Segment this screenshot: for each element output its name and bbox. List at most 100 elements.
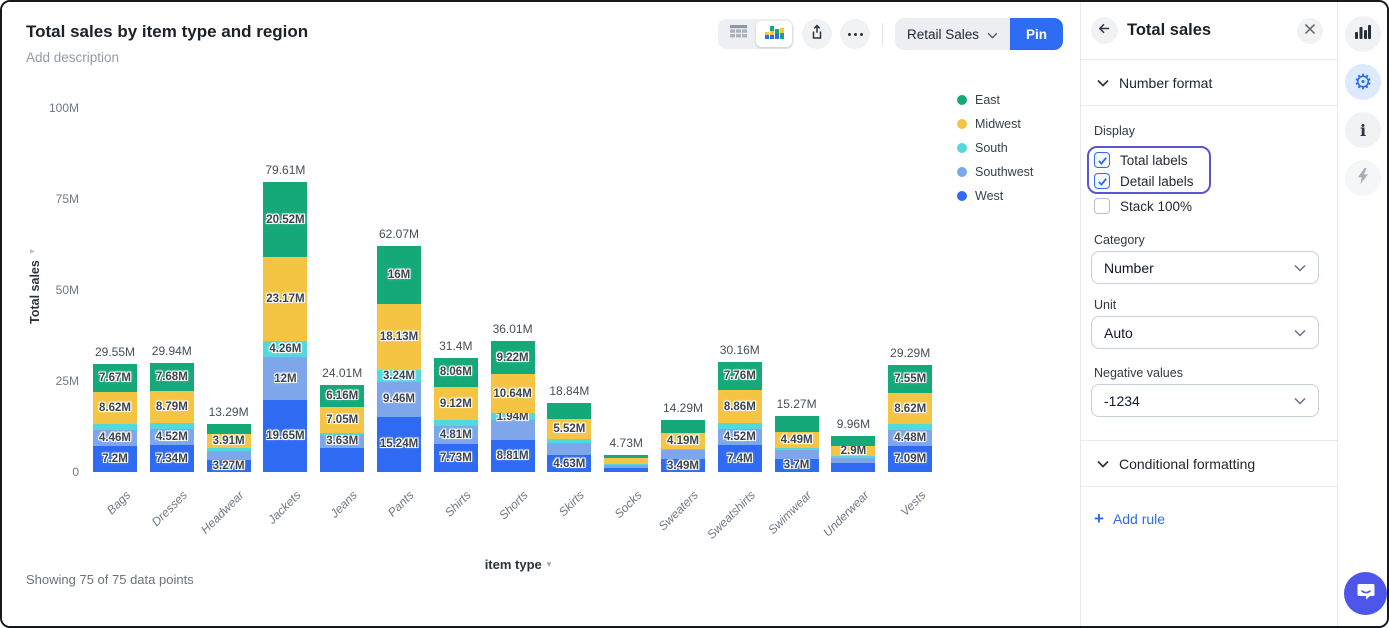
add-description-link[interactable]: Add description: [26, 50, 120, 65]
bar-segment-southwest[interactable]: [490, 420, 535, 440]
bar-segment-west[interactable]: [717, 445, 762, 472]
bar-segment-midwest[interactable]: [149, 390, 194, 423]
bar-segment-south[interactable]: [831, 456, 876, 458]
bar-segment-south[interactable]: [490, 413, 535, 421]
bar-segment-east[interactable]: [377, 246, 421, 305]
bar-segment-west[interactable]: [661, 459, 705, 472]
bar-segment-southwest[interactable]: [149, 428, 194, 446]
bar-segment-south[interactable]: [604, 463, 649, 465]
bar-segment-midwest[interactable]: [263, 256, 308, 342]
bar-segment-east[interactable]: [661, 419, 705, 434]
bar-segment-midwest[interactable]: [490, 374, 535, 414]
bar-segment-west[interactable]: [490, 439, 535, 472]
bar-segment-south[interactable]: [774, 448, 819, 450]
chat-launcher-button[interactable]: [1344, 572, 1387, 615]
total-labels-checkbox[interactable]: [1094, 152, 1110, 168]
bar-segment-south[interactable]: [93, 423, 137, 430]
chart-settings-tab[interactable]: [1345, 16, 1381, 52]
bar-segment-midwest[interactable]: [888, 392, 933, 425]
bar-segment-east[interactable]: [717, 362, 762, 391]
close-button[interactable]: [1297, 18, 1323, 44]
bar-segment-east[interactable]: [149, 363, 194, 391]
bar-segment-south[interactable]: [717, 422, 762, 429]
number-format-section-header[interactable]: Number format: [1081, 60, 1337, 106]
legend-item-west[interactable]: West: [957, 184, 1033, 208]
bar-segment-east[interactable]: [490, 340, 535, 375]
bar-segment-midwest[interactable]: [661, 433, 705, 449]
bar-segment-south[interactable]: [263, 341, 308, 357]
bar-segment-west[interactable]: [149, 445, 194, 472]
bar-segment-southwest[interactable]: [547, 443, 592, 456]
legend-item-southwest[interactable]: Southwest: [957, 160, 1033, 184]
legend-item-east[interactable]: East: [957, 88, 1033, 112]
bar-segment-west[interactable]: [263, 400, 308, 472]
bar-segment-southwest[interactable]: [888, 429, 933, 447]
bar-segment-southwest[interactable]: [774, 449, 819, 459]
bar-segment-southwest[interactable]: [717, 428, 762, 446]
bar-segment-west[interactable]: [831, 463, 876, 472]
total-labels-checkbox-row[interactable]: Total labels: [1094, 152, 1188, 168]
bar-segment-southwest[interactable]: [206, 450, 251, 461]
bar-segment-east[interactable]: [547, 403, 592, 420]
bar-segment-southwest[interactable]: [831, 457, 876, 464]
info-tab[interactable]: i: [1345, 112, 1381, 148]
category-select[interactable]: Number: [1091, 251, 1319, 284]
bar-segment-west[interactable]: [93, 445, 137, 472]
detail-labels-checkbox[interactable]: [1094, 173, 1110, 189]
bar-segment-east[interactable]: [206, 423, 251, 435]
bar-segment-south[interactable]: [547, 439, 592, 444]
bar-segment-east[interactable]: [774, 416, 819, 432]
legend-item-south[interactable]: South: [957, 136, 1033, 160]
dataset-selector[interactable]: Retail Sales: [895, 18, 1011, 50]
bar-segment-east[interactable]: [320, 384, 365, 408]
bar-segment-south[interactable]: [888, 424, 933, 430]
pin-button[interactable]: Pin: [1010, 18, 1064, 50]
bar-segment-west[interactable]: [547, 455, 592, 472]
bar-segment-south[interactable]: [206, 448, 251, 451]
bar-segment-west[interactable]: [433, 443, 478, 472]
bar-segment-west[interactable]: [774, 458, 819, 472]
table-view-button[interactable]: [720, 21, 756, 47]
bar-segment-midwest[interactable]: [377, 304, 421, 371]
bar-segment-south[interactable]: [433, 420, 478, 427]
bar-segment-south[interactable]: [377, 370, 421, 383]
more-button[interactable]: [840, 19, 870, 49]
bar-segment-midwest[interactable]: [604, 458, 649, 464]
detail-labels-checkbox-row[interactable]: Detail labels: [1094, 173, 1194, 189]
bar-segment-midwest[interactable]: [206, 434, 251, 449]
bar-segment-southwest[interactable]: [433, 426, 478, 444]
bar-segment-west[interactable]: [320, 447, 365, 472]
bar-segment-east[interactable]: [93, 364, 137, 393]
field-settings-tab[interactable]: ⚙: [1345, 64, 1381, 100]
unit-select[interactable]: Auto: [1091, 316, 1319, 349]
add-rule-button[interactable]: + Add rule: [1094, 510, 1165, 527]
legend-item-midwest[interactable]: Midwest: [957, 112, 1033, 136]
bar-segment-midwest[interactable]: [320, 407, 365, 433]
bar-segment-east[interactable]: [433, 357, 478, 388]
bar-segment-southwest[interactable]: [93, 429, 137, 446]
bar-segment-west[interactable]: [377, 416, 421, 472]
bar-segment-southwest[interactable]: [320, 434, 365, 448]
negative-values-select[interactable]: -1234: [1091, 384, 1319, 417]
bar-segment-midwest[interactable]: [717, 390, 762, 423]
bar-segment-midwest[interactable]: [831, 445, 876, 457]
stack-100-checkbox[interactable]: [1094, 198, 1110, 214]
chart-view-button[interactable]: [756, 21, 792, 47]
bar-segment-south[interactable]: [320, 432, 365, 435]
stack-100-checkbox-row[interactable]: Stack 100%: [1094, 198, 1192, 214]
bar-segment-west[interactable]: [206, 460, 251, 472]
bar-segment-southwest[interactable]: [263, 356, 308, 401]
bar-segment-east[interactable]: [888, 365, 933, 393]
actions-tab[interactable]: [1345, 160, 1381, 196]
bar-segment-south[interactable]: [149, 422, 194, 429]
bar-segment-southwest[interactable]: [661, 450, 705, 460]
x-axis-title[interactable]: item type ▾: [438, 557, 598, 572]
bar-segment-west[interactable]: [604, 467, 649, 472]
bar-segment-south[interactable]: [661, 448, 705, 451]
bar-segment-midwest[interactable]: [93, 392, 137, 424]
bar-segment-east[interactable]: [831, 435, 876, 446]
back-button[interactable]: [1091, 17, 1118, 44]
bar-segment-southwest[interactable]: [604, 464, 649, 468]
axis-collapse-icon[interactable]: ▸: [30, 246, 36, 257]
bar-segment-west[interactable]: [888, 446, 933, 472]
